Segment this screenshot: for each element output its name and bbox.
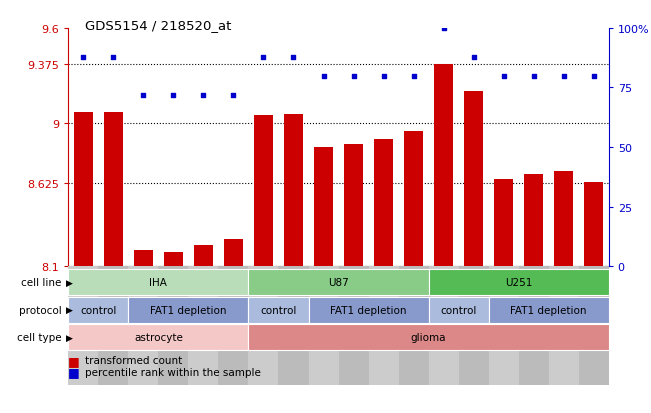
Bar	[404, 132, 423, 266]
Bar	[249, 269, 428, 295]
Text: IHA: IHA	[150, 277, 167, 287]
Bar	[554, 171, 574, 266]
Point	[499, 73, 509, 80]
Bar	[434, 64, 453, 266]
Point	[138, 92, 148, 99]
Bar	[74, 113, 93, 266]
Point	[318, 73, 329, 80]
Text: ▶: ▶	[66, 333, 74, 342]
Point	[348, 73, 359, 80]
Bar	[489, 266, 519, 385]
Bar	[314, 147, 333, 266]
Bar	[368, 266, 398, 385]
Text: ▶: ▶	[66, 278, 74, 287]
Text: cell type: cell type	[17, 332, 62, 343]
Bar	[494, 179, 514, 266]
Point	[78, 54, 89, 61]
Bar	[524, 175, 544, 266]
Bar	[163, 252, 183, 266]
Text: ■: ■	[68, 354, 80, 367]
Text: cell line: cell line	[21, 277, 62, 287]
Bar	[254, 116, 273, 266]
Bar	[464, 92, 483, 266]
Text: transformed count: transformed count	[85, 356, 182, 366]
Bar	[309, 266, 339, 385]
Bar	[284, 114, 303, 266]
Point	[408, 73, 419, 80]
Bar	[374, 140, 393, 266]
Point	[529, 73, 539, 80]
Text: percentile rank within the sample: percentile rank within the sample	[85, 367, 260, 377]
Point	[589, 73, 599, 80]
Bar	[224, 240, 243, 266]
Bar	[68, 325, 249, 351]
Text: U251: U251	[505, 277, 533, 287]
Text: FAT1 depletion: FAT1 depletion	[150, 305, 227, 315]
Point	[438, 26, 449, 32]
Bar	[68, 269, 249, 295]
Bar	[584, 183, 603, 266]
Bar	[428, 269, 609, 295]
Point	[229, 92, 239, 99]
Bar	[428, 297, 489, 323]
Bar	[519, 266, 549, 385]
Bar	[339, 266, 368, 385]
Point	[468, 54, 478, 61]
Bar	[104, 113, 123, 266]
Bar	[398, 266, 428, 385]
Bar	[279, 266, 309, 385]
Bar	[428, 266, 458, 385]
Text: control: control	[260, 305, 297, 315]
Bar	[249, 297, 309, 323]
Bar	[68, 297, 128, 323]
Point	[198, 92, 208, 99]
Bar	[158, 266, 188, 385]
Bar	[98, 266, 128, 385]
Bar	[249, 325, 609, 351]
Bar	[458, 266, 489, 385]
Point	[378, 73, 389, 80]
Bar	[489, 297, 609, 323]
Bar	[219, 266, 249, 385]
Point	[288, 54, 299, 61]
Bar	[579, 266, 609, 385]
Text: FAT1 depletion: FAT1 depletion	[510, 305, 587, 315]
Point	[108, 54, 118, 61]
Text: control: control	[80, 305, 117, 315]
Bar	[133, 251, 153, 266]
Bar	[68, 266, 98, 385]
Point	[258, 54, 269, 61]
Bar	[188, 266, 219, 385]
Bar	[249, 266, 279, 385]
Text: GDS5154 / 218520_at: GDS5154 / 218520_at	[85, 19, 231, 31]
Text: FAT1 depletion: FAT1 depletion	[330, 305, 407, 315]
Text: protocol: protocol	[19, 305, 62, 315]
Text: ■: ■	[68, 365, 80, 378]
Text: astrocyte: astrocyte	[134, 332, 183, 343]
Text: ▶: ▶	[66, 306, 74, 314]
Point	[559, 73, 569, 80]
Bar	[128, 297, 249, 323]
Bar	[194, 246, 213, 266]
Point	[168, 92, 178, 99]
Text: U87: U87	[328, 277, 349, 287]
Bar	[128, 266, 158, 385]
Text: control: control	[441, 305, 477, 315]
Text: glioma: glioma	[411, 332, 447, 343]
Bar	[309, 297, 428, 323]
Bar	[344, 145, 363, 266]
Bar	[549, 266, 579, 385]
